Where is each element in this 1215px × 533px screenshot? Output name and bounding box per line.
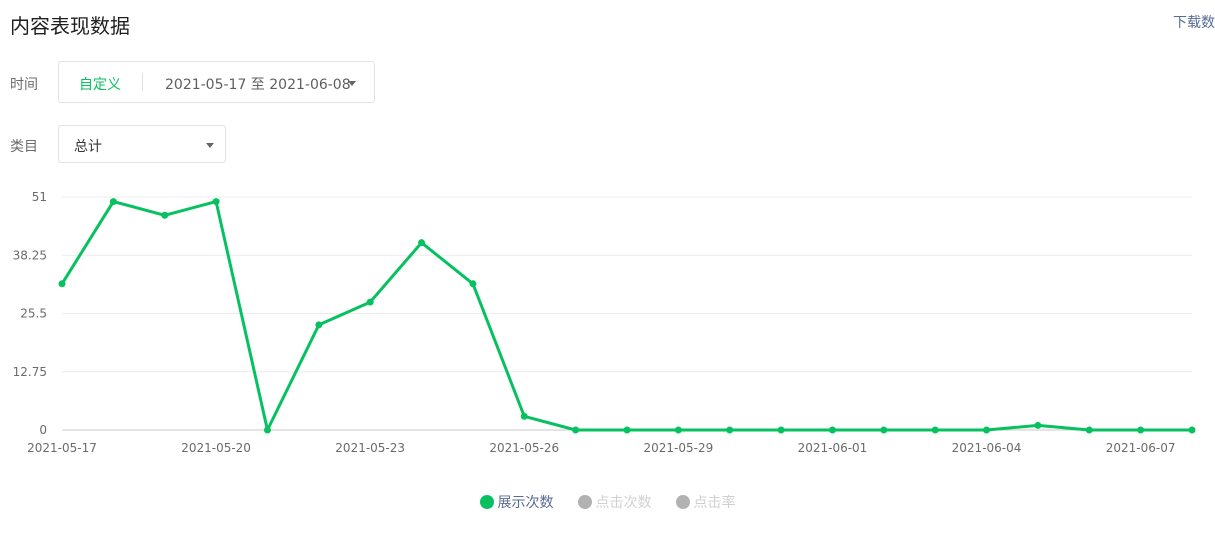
x-tick-label: 2021-05-26 [489,441,559,455]
data-point[interactable] [109,198,117,206]
data-point[interactable] [777,426,785,434]
chart-legend: 展示次数 点击次数 点击率 [0,492,1215,512]
chevron-down-icon[interactable] [206,143,214,148]
x-tick-label: 2021-05-23 [335,441,405,455]
legend-label: 展示次数 [497,495,554,511]
x-tick-label: 2021-06-04 [952,441,1022,455]
data-point[interactable] [212,198,220,206]
data-point[interactable] [161,211,169,219]
data-point[interactable] [1188,426,1196,434]
data-point[interactable] [1137,426,1145,434]
x-tick-label: 2021-05-17 [27,441,97,455]
legend-item-ctr[interactable]: 点击率 [675,492,736,512]
category-select[interactable]: 总计 [58,125,226,163]
data-point[interactable] [931,426,939,434]
legend-label: 点击次数 [595,495,652,511]
time-filter[interactable]: 自定义 2021-05-17 至 2021-06-08 [58,61,375,103]
data-point[interactable] [674,426,682,434]
category-value: 总计 [74,139,102,155]
legend-dot-icon [675,495,690,509]
download-link[interactable]: 下载数 [1173,15,1215,31]
data-point[interactable] [315,321,323,329]
data-point[interactable] [263,426,271,434]
page-title: 内容表现数据 [10,14,130,38]
category-filter-label: 类目 [10,139,38,155]
y-tick-label: 12.75 [13,365,47,379]
time-filter-label: 时间 [10,77,38,93]
time-divider [142,73,143,91]
data-point[interactable] [726,426,734,434]
data-point[interactable] [418,239,426,247]
data-point[interactable] [983,426,991,434]
legend-label: 点击率 [693,495,736,511]
y-tick-label: 0 [39,423,47,437]
date-range-picker[interactable]: 2021-05-17 至 2021-06-08 [165,77,351,93]
data-point[interactable] [880,426,888,434]
legend-item-clicks[interactable]: 点击次数 [577,492,652,512]
data-point[interactable] [469,280,477,288]
data-point[interactable] [1085,426,1093,434]
x-tick-label: 2021-06-07 [1106,441,1176,455]
line-chart: 0 12.75 25.5 38.25 51 2021-05-17 2021-05-20 20… [13,190,1196,455]
data-point[interactable] [623,426,631,434]
data-point[interactable] [1034,421,1042,429]
legend-dot-icon [577,495,592,509]
chevron-down-icon[interactable] [348,81,356,86]
x-tick-label: 2021-05-20 [181,441,251,455]
data-point[interactable] [366,298,374,306]
data-point[interactable] [572,426,580,434]
data-point[interactable] [58,280,66,288]
time-mode-select[interactable]: 自定义 [79,77,121,93]
legend-dot-icon [479,495,494,509]
y-tick-label: 25.5 [20,307,47,321]
data-point[interactable] [520,412,528,420]
legend-item-impressions[interactable]: 展示次数 [479,492,554,512]
x-tick-label: 2021-06-01 [798,441,868,455]
data-point[interactable] [828,426,836,434]
x-tick-label: 2021-05-29 [643,441,713,455]
series-line [60,200,1192,432]
y-tick-label: 38.25 [13,248,47,262]
y-tick-label: 51 [32,190,47,204]
